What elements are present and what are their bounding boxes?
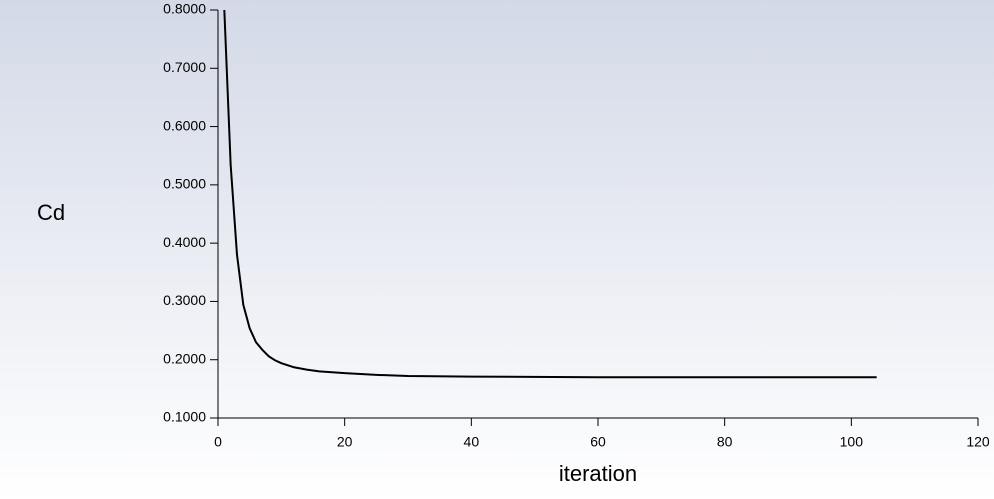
y-tick-label: 0.8000	[163, 1, 206, 17]
x-tick-label: 60	[590, 434, 606, 450]
y-tick-label: 0.6000	[163, 117, 206, 133]
y-tick-label: 0.7000	[163, 59, 206, 75]
data-line	[223, 9, 877, 379]
y-tick-label: 0.2000	[163, 350, 206, 366]
x-axis-title: iteration	[559, 461, 637, 486]
y-tick-label: 0.3000	[163, 292, 206, 308]
x-tick-label: 100	[840, 434, 864, 450]
x-tick-label: 0	[214, 434, 222, 450]
x-tick-label: 120	[966, 434, 990, 450]
x-tick-label: 20	[337, 434, 353, 450]
x-tick-label: 80	[717, 434, 733, 450]
y-tick-label: 0.1000	[163, 409, 206, 425]
y-tick-label: 0.4000	[163, 234, 206, 250]
y-tick-label: 0.5000	[163, 176, 206, 192]
y-axis-title: Cd	[37, 200, 65, 225]
x-tick-label: 40	[464, 434, 480, 450]
